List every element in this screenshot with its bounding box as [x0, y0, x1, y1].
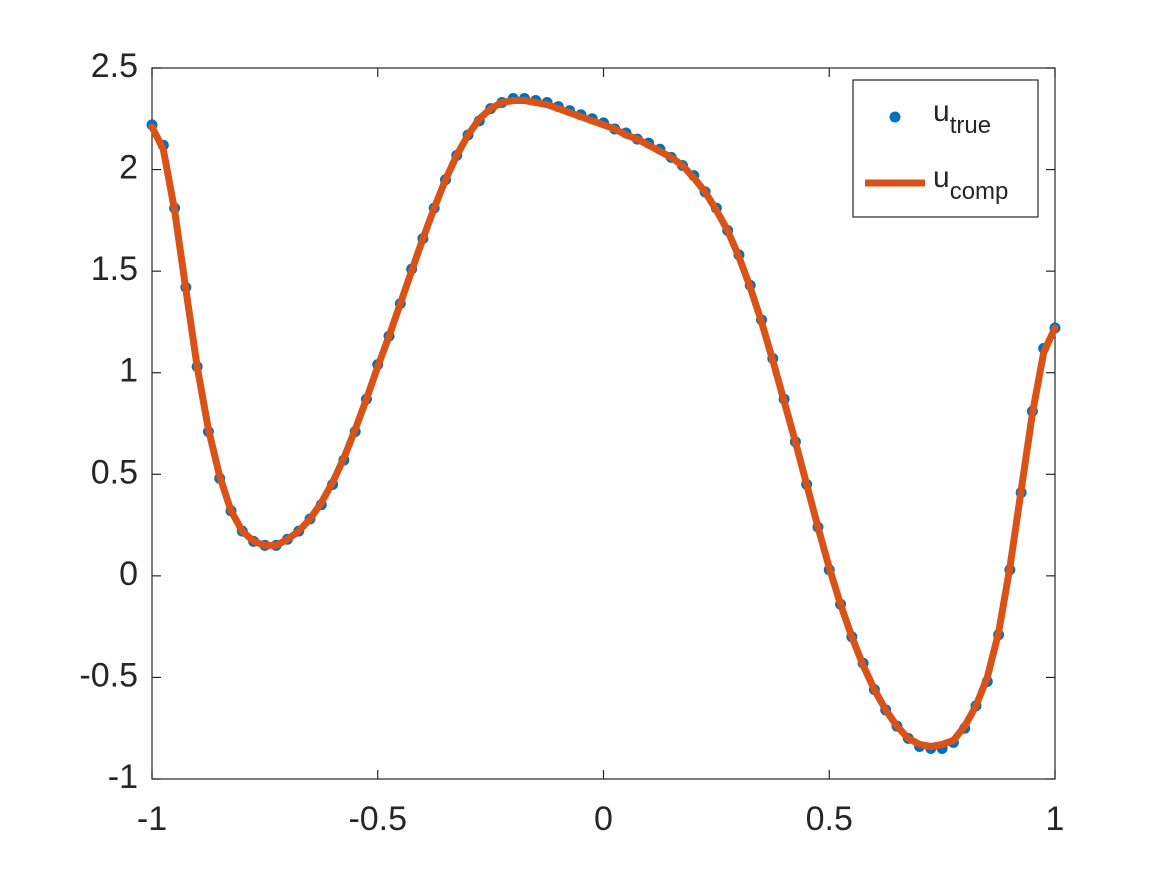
y-tick-label: -1: [108, 758, 138, 796]
x-tick-label: -1: [137, 800, 167, 838]
legend-subscript: comp: [950, 178, 1009, 205]
y-tick-label: 0.5: [91, 453, 138, 491]
x-tick-label: -0.5: [348, 800, 407, 838]
y-tick-label: -0.5: [79, 656, 138, 694]
legend-label: utrue: [933, 95, 991, 139]
legend-name: u: [933, 95, 950, 128]
x-tick-label: 0: [594, 800, 613, 838]
x-tick-label: 1: [1046, 800, 1065, 838]
y-tick-label: 2.5: [91, 47, 138, 85]
data-line: [148, 97, 1059, 750]
legend-label: ucomp: [933, 161, 1008, 205]
y-tick-label: 1: [119, 352, 138, 390]
legend-marker: [889, 111, 901, 123]
legend-subscript: true: [950, 112, 991, 139]
y-tick-label: 0: [119, 555, 138, 593]
legend-box: [852, 79, 1039, 218]
y-tick-label: 2: [119, 149, 138, 187]
y-tick-label: 1.5: [91, 250, 138, 288]
x-tick-label: 0.5: [806, 800, 853, 838]
legend-name: u: [933, 161, 950, 194]
